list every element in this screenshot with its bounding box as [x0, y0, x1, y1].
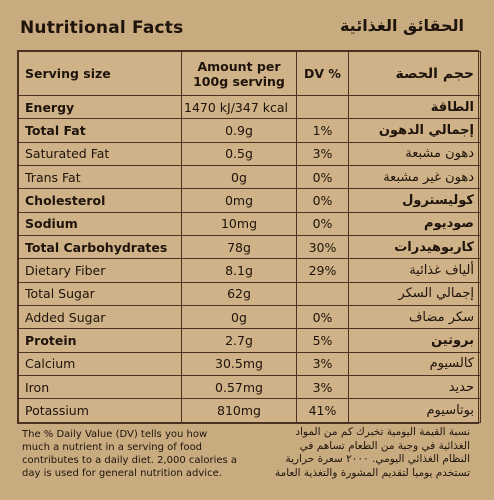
nutrient-name: Saturated Fat [18, 141, 182, 167]
header-dv: DV % [296, 51, 349, 96]
footnote-ar-line: نسبة القيمة اليومية تخبرك كم من المواد [295, 426, 470, 438]
nutrient-dv: 1% [296, 118, 349, 143]
table-row: Dietary Fiber 8.1g 29% ألياف غذائية [18, 258, 481, 283]
header-serving-size-arabic: حجم الحصة [348, 51, 481, 96]
nutrient-amount: 78g [181, 235, 297, 260]
table-row: Sodium 10mg 0% صوديوم [18, 211, 481, 237]
nutrient-name-arabic: كاربوهيدرات [348, 235, 481, 260]
nutrient-amount: 0g [181, 165, 297, 190]
nutrient-name: Calcium [18, 351, 182, 377]
table-row: Saturated Fat 0.5g 3% دهون مشبعة [18, 141, 481, 167]
header-amount: Amount per 100g serving [181, 51, 297, 96]
table-row: Total Carbohydrates 78g 30% كاربوهيدرات [18, 235, 481, 260]
nutrient-amount: 0mg [181, 188, 297, 213]
footnote-en-line: day is used for general nutrition advice… [22, 468, 222, 479]
nutrient-dv: 5% [296, 328, 349, 353]
nutrient-dv: 0% [296, 305, 349, 330]
nutrient-dv: 3% [296, 141, 349, 167]
nutrition-table: Serving size Amount per 100g serving DV … [18, 51, 481, 423]
table-row: Energy 1470 kJ/347 kcal الطاقة [18, 94, 481, 120]
footnote-ar-line: الغذائية في وجبة من الطعام تساهم في [299, 439, 470, 452]
nutrient-name-arabic: كوليسترول [348, 188, 481, 213]
nutrient-name-arabic: كالسيوم [348, 351, 481, 377]
nutrient-dv: 41% [296, 398, 349, 423]
nutrient-name: Cholesterol [18, 188, 182, 213]
nutrient-name-arabic: حديد [348, 375, 481, 400]
footnote-en-line: The % Daily Value (DV) tells you how [22, 429, 208, 440]
nutrient-name-arabic: بوتاسيوم [348, 398, 481, 423]
nutrient-dv [296, 94, 349, 120]
footnote-en-line: much a nutrient in a serving of food [22, 442, 203, 453]
table-header-row: Serving size Amount per 100g serving DV … [18, 51, 481, 96]
nutrient-amount: 0.5g [181, 141, 297, 167]
table-row: Trans Fat 0g 0% دهون غير مشبعة [18, 165, 481, 190]
nutrient-dv: 30% [296, 235, 349, 260]
nutrient-dv: 3% [296, 375, 349, 400]
nutrient-name: Protein [18, 328, 182, 353]
nutrient-dv: 0% [296, 165, 349, 190]
nutrient-name: Total Fat [18, 118, 182, 143]
table-row: Total Sugar 62g إجمالي السكر [18, 281, 481, 307]
nutrient-amount: 10mg [181, 211, 297, 237]
nutrient-amount: 810mg [181, 398, 297, 423]
nutrient-amount: 0g [181, 305, 297, 330]
nutrient-name: Energy [18, 94, 182, 120]
header-serving-size: Serving size [18, 51, 182, 96]
nutrient-name-arabic: إجمالي السكر [348, 281, 481, 307]
nutrient-amount: 1470 kJ/347 kcal [181, 94, 297, 120]
nutrient-name: Total Sugar [18, 281, 182, 307]
nutrient-name-arabic: دهون غير مشبعة [348, 165, 481, 190]
nutrient-name-arabic: ألياف غذائية [348, 258, 481, 283]
nutrient-name-arabic: الطاقة [348, 94, 481, 120]
nutrient-amount: 0.9g [181, 118, 297, 143]
header-amount-line2: 100g serving [193, 73, 285, 89]
nutrient-amount: 2.7g [181, 328, 297, 353]
nutrient-name: Sodium [18, 211, 182, 237]
header-amount-line1: Amount per [197, 58, 281, 74]
nutrient-amount: 62g [181, 281, 297, 307]
table-row: Cholesterol 0mg 0% كوليسترول [18, 188, 481, 213]
nutrient-name: Total Carbohydrates [18, 235, 182, 260]
table-row: Total Fat 0.9g 1% إجمالي الدهون [18, 118, 481, 143]
nutrient-name-arabic: إجمالي الدهون [348, 118, 481, 143]
footnote-english: The % Daily Value (DV) tells you how muc… [22, 428, 238, 480]
footnote-arabic: نسبة القيمة اليومية تخبرك كم من المواد ا… [245, 426, 470, 480]
title-arabic: الحقائق الغذائية [339, 16, 464, 35]
nutrient-amount: 0.57mg [181, 375, 297, 400]
nutrient-name-arabic: بروتين [348, 328, 481, 353]
nutrient-name: Trans Fat [18, 165, 182, 190]
nutrient-dv [296, 281, 349, 307]
nutrition-table-panel: Serving size Amount per 100g serving DV … [17, 50, 481, 424]
table-row: Iron 0.57mg 3% حديد [18, 375, 481, 400]
table-row: Added Sugar 0g 0% سكر مضاف [18, 305, 481, 330]
nutrient-amount: 8.1g [181, 258, 297, 283]
nutrient-name-arabic: صوديوم [348, 211, 481, 237]
table-row: Protein 2.7g 5% بروتين [18, 328, 481, 353]
nutrient-dv: 0% [296, 188, 349, 213]
nutrient-dv: 3% [296, 351, 349, 377]
nutrient-amount: 30.5mg [181, 351, 297, 377]
table-row: Potassium 810mg 41% بوتاسيوم [18, 398, 481, 423]
nutrient-name-arabic: سكر مضاف [348, 305, 481, 330]
footnote-ar-line: النظام الغذائي اليومي. ٢٠٠٠ سعرة حرارية [285, 453, 470, 465]
nutrient-name: Dietary Fiber [18, 258, 182, 283]
footnote-en-line: contributes to a daily diet. 2,000 calor… [22, 455, 238, 466]
nutrient-name: Potassium [18, 398, 182, 423]
nutrient-dv: 29% [296, 258, 349, 283]
nutrient-dv: 0% [296, 211, 349, 237]
title-english: Nutritional Facts [20, 18, 184, 38]
table-row: Calcium 30.5mg 3% كالسيوم [18, 351, 481, 377]
footnote-ar-line: تستخدم يوميا لتقديم المشورة والتغذية الع… [274, 466, 470, 479]
nutrient-name: Added Sugar [18, 305, 182, 330]
nutrient-name: Iron [18, 375, 182, 400]
nutrient-name-arabic: دهون مشبعة [348, 141, 481, 167]
